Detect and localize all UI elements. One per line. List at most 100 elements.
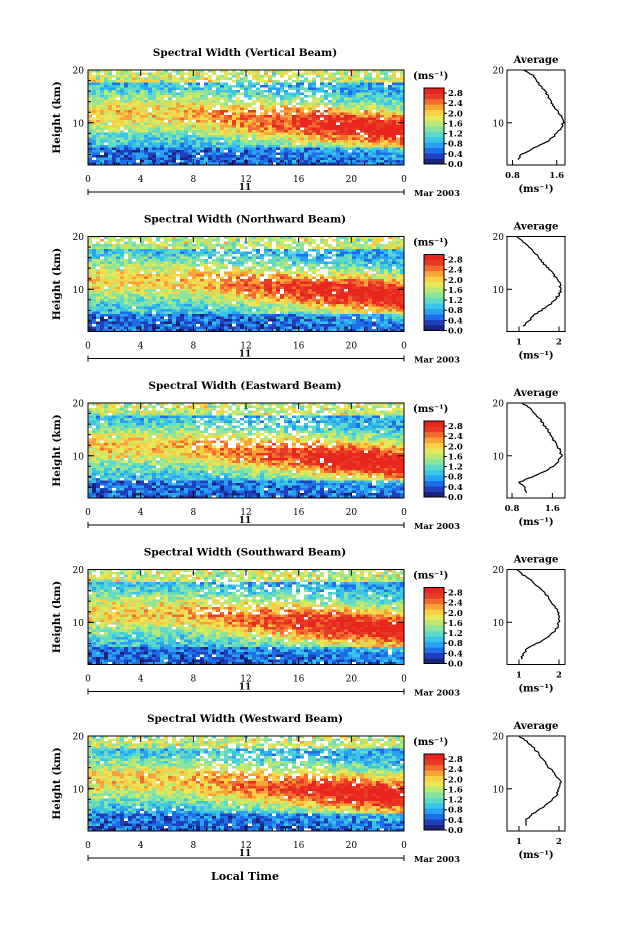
heatmap-cell [192, 301, 197, 305]
heatmap-cell [400, 107, 405, 111]
heatmap-cell [104, 239, 109, 242]
heatmap-cell [160, 100, 165, 103]
heatmap-cell [152, 157, 157, 161]
heatmap-cell [228, 249, 233, 252]
heatmap-cell [264, 147, 269, 151]
heatmap-cell [224, 80, 229, 83]
heatmap-cell [400, 137, 405, 141]
heatmap-cell [328, 160, 333, 163]
heatmap-cell [136, 85, 141, 88]
heatmap-cell [224, 266, 229, 270]
heatmap-cell [364, 90, 369, 93]
heatmap-cell [288, 162, 293, 166]
heatmap-cell [128, 127, 133, 131]
heatmap-cell [272, 299, 277, 302]
heatmap-cell [224, 120, 229, 123]
heatmap-cell [196, 125, 201, 128]
heatmap-cell [188, 319, 193, 322]
heatmap-cell [260, 97, 265, 101]
heatmap-cell [188, 251, 193, 255]
heatmap-cell [284, 70, 289, 73]
heatmap-cell [272, 125, 277, 128]
heatmap-cell [236, 274, 241, 277]
heatmap-cell [104, 130, 109, 133]
heatmap-cell [100, 251, 105, 255]
heatmap-cell [356, 137, 361, 141]
heatmap-cell [228, 321, 233, 325]
heatmap-cell [236, 286, 241, 290]
heatmap-cell [176, 122, 181, 126]
heatmap-cell [216, 284, 221, 287]
heatmap-cell [220, 264, 225, 267]
heatmap-cell [188, 107, 193, 111]
heatmap-cell [112, 254, 117, 257]
heatmap-cell [256, 97, 261, 101]
heatmap-cell [196, 279, 201, 282]
heatmap-cell [124, 236, 129, 240]
heatmap-cell [132, 102, 137, 106]
heatmap-cell [132, 137, 137, 141]
heatmap-cell [112, 92, 117, 96]
heatmap-cell [248, 264, 253, 267]
heatmap-cell [112, 85, 117, 88]
heatmap-cell [332, 107, 337, 111]
heatmap-cell [144, 135, 149, 138]
heatmap-cell [108, 107, 113, 111]
heatmap-cell [228, 324, 233, 327]
heatmap-cell [244, 100, 249, 103]
heatmap-cell [152, 324, 157, 327]
heatmap-cell [352, 135, 357, 138]
heatmap-cell [88, 145, 93, 148]
heatmap-cell [164, 309, 169, 312]
heatmap-cell [276, 311, 281, 315]
heatmap-cell [196, 266, 201, 270]
heatmap-cell [268, 77, 273, 81]
heatmap-cell [284, 281, 289, 285]
heatmap-cell [172, 112, 177, 116]
heatmap-cell [256, 286, 261, 290]
heatmap-cell [236, 90, 241, 93]
heatmap-cell [120, 321, 125, 325]
heatmap-cell [380, 97, 385, 101]
heatmap-cell [280, 304, 285, 307]
heatmap-cell [196, 122, 201, 126]
heatmap-cell [184, 100, 189, 103]
heatmap-cell [280, 249, 285, 252]
heatmap-cell [240, 97, 245, 101]
heatmap-cell [156, 304, 161, 307]
heatmap-cell [232, 72, 237, 76]
heatmap-cell [304, 147, 309, 151]
heatmap-cell [232, 236, 237, 240]
heatmap-cell [308, 122, 313, 126]
heatmap-cell [260, 301, 265, 305]
heatmap-cell [308, 115, 313, 118]
heatmap-cell [312, 130, 317, 133]
heatmap-cell [264, 271, 269, 275]
heatmap-cell [204, 271, 209, 275]
heatmap-cell [336, 77, 341, 81]
heatmap-cell [200, 261, 205, 265]
heatmap-cell [144, 97, 149, 101]
heatmap-cell [108, 137, 113, 141]
heatmap-cell [268, 97, 273, 101]
heatmap-cell [200, 102, 205, 106]
heatmap-cell [332, 140, 337, 143]
heatmap-cell [256, 324, 261, 327]
heatmap-cell [220, 102, 225, 106]
heatmap-cell [272, 95, 277, 98]
heatmap-cell [352, 95, 357, 98]
heatmap-cell [268, 326, 273, 330]
heatmap-cell [88, 120, 93, 123]
heatmap-cell [224, 90, 229, 93]
heatmap-cell [376, 140, 381, 143]
heatmap-cell [124, 110, 129, 113]
heatmap-cell [228, 92, 233, 96]
heatmap-cell [232, 269, 237, 272]
heatmap-cell [104, 87, 109, 91]
heatmap-cell [352, 132, 357, 136]
heatmap-cell [184, 137, 189, 141]
heatmap-cell [236, 269, 241, 272]
heatmap-cell [192, 97, 197, 101]
heatmap-cell [128, 329, 133, 332]
heatmap-cell [144, 152, 149, 156]
